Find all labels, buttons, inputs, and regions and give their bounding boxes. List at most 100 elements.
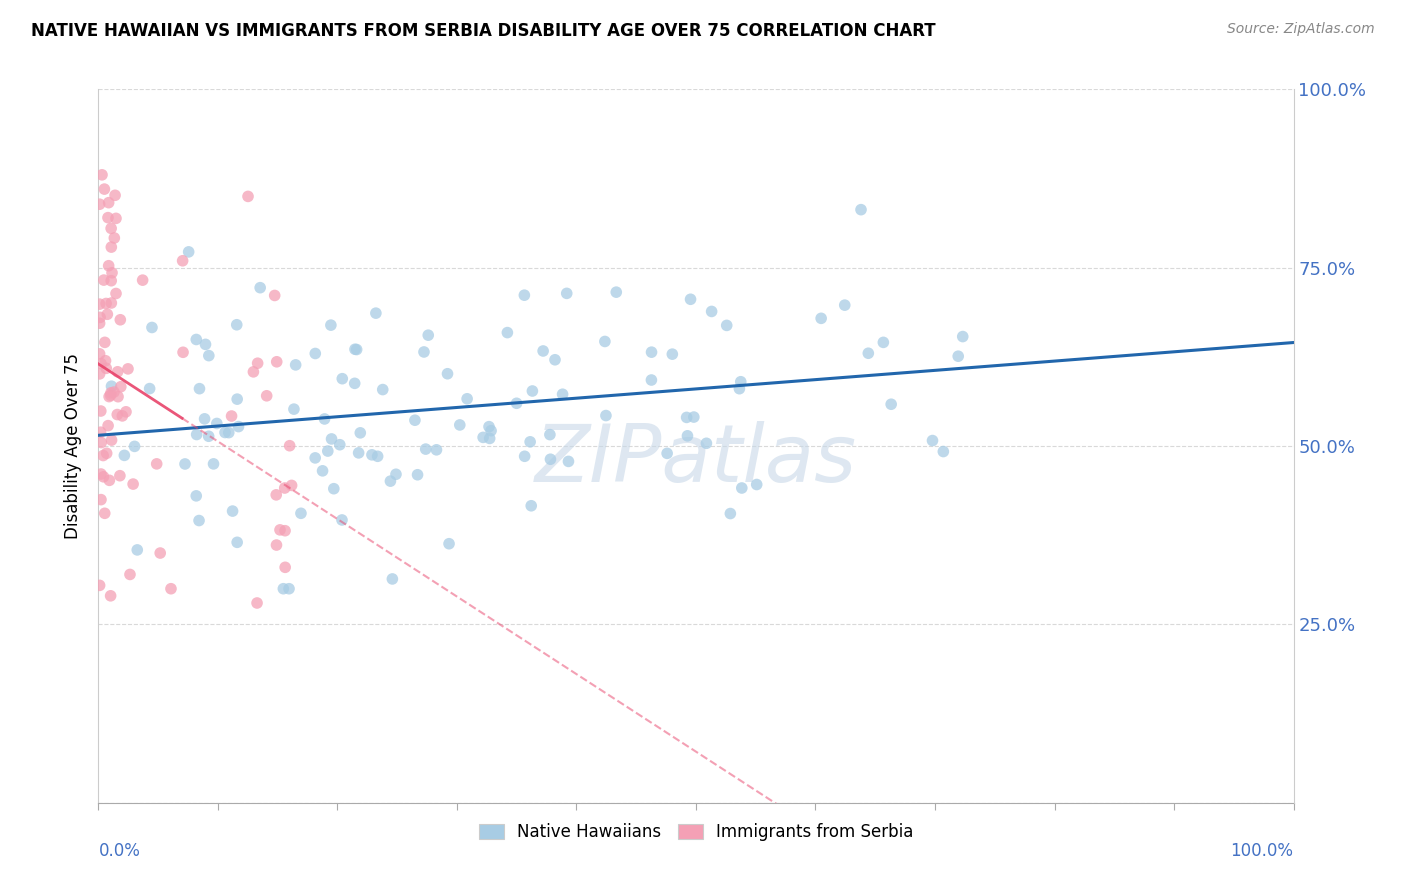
Point xyxy=(242,365,264,379)
Point xyxy=(283,402,305,417)
Point xyxy=(858,346,880,360)
Point xyxy=(496,326,519,340)
Point xyxy=(834,298,856,312)
Point xyxy=(880,397,903,411)
Point xyxy=(107,365,129,379)
Point xyxy=(100,589,122,603)
Point xyxy=(90,357,112,371)
Point xyxy=(98,390,121,404)
Point xyxy=(188,382,211,396)
Point xyxy=(472,430,495,444)
Point xyxy=(246,596,269,610)
Point xyxy=(640,373,662,387)
Point xyxy=(100,388,122,402)
Point xyxy=(90,425,112,440)
Point xyxy=(138,382,160,396)
Point xyxy=(311,464,333,478)
Point xyxy=(93,182,115,196)
Point xyxy=(97,195,120,210)
Point xyxy=(456,392,478,406)
Point xyxy=(89,367,111,381)
Point xyxy=(100,433,122,447)
Point xyxy=(105,408,128,422)
Point xyxy=(97,259,120,273)
Point xyxy=(107,390,129,404)
Point xyxy=(205,417,228,431)
Point xyxy=(716,318,738,333)
Point xyxy=(221,409,243,423)
Point xyxy=(280,478,302,492)
Point xyxy=(731,481,754,495)
Point xyxy=(103,231,125,245)
Point xyxy=(90,467,112,481)
Point xyxy=(932,444,955,458)
Point xyxy=(101,266,124,280)
Point xyxy=(538,427,561,442)
Point xyxy=(218,425,240,440)
Point xyxy=(96,307,118,321)
Text: NATIVE HAWAIIAN VS IMMIGRANTS FROM SERBIA DISABILITY AGE OVER 75 CORRELATION CHA: NATIVE HAWAIIAN VS IMMIGRANTS FROM SERBI… xyxy=(31,22,935,40)
Point xyxy=(194,337,217,351)
Point xyxy=(249,281,271,295)
Point xyxy=(93,506,115,520)
Point xyxy=(695,436,717,450)
Point xyxy=(228,419,250,434)
Point xyxy=(96,361,118,376)
Point xyxy=(330,372,353,386)
Point xyxy=(425,442,447,457)
Point xyxy=(329,438,352,452)
Point xyxy=(103,385,125,400)
Point xyxy=(214,425,236,440)
Point xyxy=(544,352,567,367)
Point xyxy=(89,316,111,330)
Point xyxy=(810,311,832,326)
Point xyxy=(952,329,974,343)
Point xyxy=(346,343,368,357)
Point xyxy=(274,524,297,538)
Point xyxy=(124,439,146,453)
Point xyxy=(640,345,662,359)
Point xyxy=(117,362,139,376)
Point xyxy=(538,452,561,467)
Point xyxy=(96,446,118,460)
Point xyxy=(343,343,366,357)
Point xyxy=(89,297,111,311)
Point xyxy=(322,482,344,496)
Point xyxy=(100,240,122,254)
Point xyxy=(316,444,339,458)
Point xyxy=(98,473,121,487)
Point xyxy=(141,320,163,334)
Point xyxy=(676,429,699,443)
Point xyxy=(266,538,288,552)
Point xyxy=(110,312,132,326)
Point xyxy=(679,293,702,307)
Point xyxy=(849,202,872,217)
Point xyxy=(730,375,752,389)
Point xyxy=(93,273,115,287)
Point xyxy=(347,446,370,460)
Point xyxy=(226,535,249,549)
Point xyxy=(100,379,122,393)
Point xyxy=(675,410,697,425)
Point xyxy=(110,380,132,394)
Point xyxy=(118,567,141,582)
Point xyxy=(104,188,127,202)
Point xyxy=(90,492,112,507)
Point xyxy=(520,499,543,513)
Point xyxy=(364,306,387,320)
Point xyxy=(263,288,285,302)
Point xyxy=(436,367,458,381)
Point xyxy=(661,347,683,361)
Point xyxy=(415,442,437,456)
Point xyxy=(406,467,429,482)
Text: ZIPatlas: ZIPatlas xyxy=(534,421,858,500)
Point xyxy=(371,383,394,397)
Point xyxy=(266,355,288,369)
Text: Source: ZipAtlas.com: Source: ZipAtlas.com xyxy=(1227,22,1375,37)
Point xyxy=(278,439,301,453)
Point xyxy=(505,396,527,410)
Point xyxy=(160,582,183,596)
Point xyxy=(290,506,312,520)
Point xyxy=(551,387,574,401)
Point xyxy=(122,477,145,491)
